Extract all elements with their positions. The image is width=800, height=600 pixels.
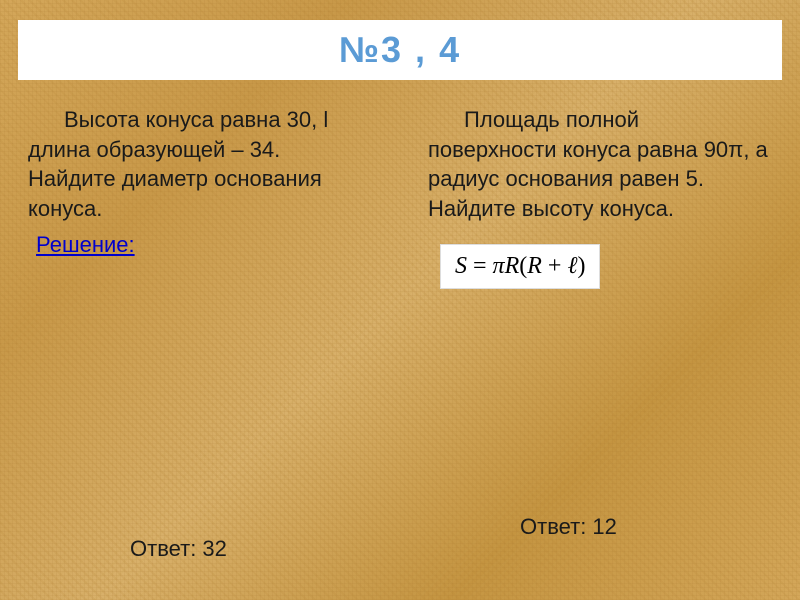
- solution-link[interactable]: Решение:: [36, 232, 135, 258]
- formula-R2: R: [527, 253, 542, 279]
- problem-4-text: Площадь полной поверхности конуса равна …: [428, 105, 772, 224]
- formula-plus: +: [542, 253, 568, 279]
- formula-ell: ℓ: [567, 253, 577, 279]
- formula-surface-area: S = πR(R + ℓ): [440, 244, 600, 289]
- formula-rparen: ): [577, 253, 585, 279]
- answer-4: Ответ: 12: [520, 514, 617, 540]
- formula-eq: =: [467, 253, 493, 279]
- formula-lhs: S: [455, 253, 467, 279]
- title-bar: №3 , 4: [18, 20, 782, 80]
- left-column: Высота конуса равна 30, l длина образующ…: [0, 95, 400, 600]
- problem-3-text: Высота конуса равна 30, l длина образующ…: [28, 105, 372, 224]
- content-area: Высота конуса равна 30, l длина образующ…: [0, 95, 800, 600]
- slide-title: №3 , 4: [339, 29, 461, 71]
- slide-container: №3 , 4 Высота конуса равна 30, l длина о…: [0, 0, 800, 600]
- answer-3: Ответ: 32: [130, 536, 227, 562]
- right-column: Площадь полной поверхности конуса равна …: [400, 95, 800, 600]
- formula-R1: R: [505, 253, 520, 279]
- formula-pi: π: [493, 253, 505, 279]
